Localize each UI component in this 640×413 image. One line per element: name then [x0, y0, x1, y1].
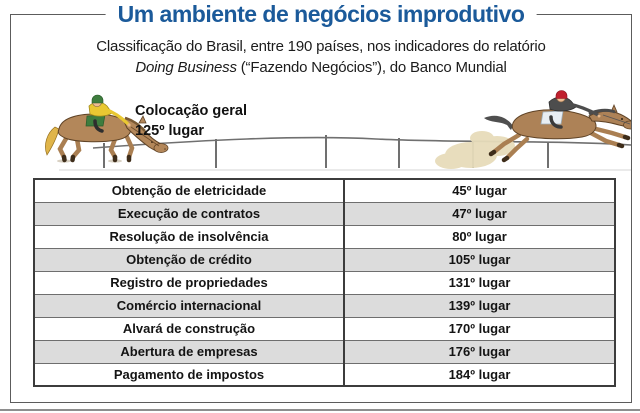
jockey-arm	[103, 107, 130, 126]
table-row: Abertura de empresas 176º lugar	[34, 339, 615, 364]
overall-rank: Colocação geral 125º lugar	[135, 101, 247, 141]
indicator-cell: Obtenção de crédito	[34, 247, 344, 272]
horse-eye	[621, 118, 623, 120]
table-row: Obtenção de crédito 105º lugar	[34, 247, 615, 272]
slow-horse-icon	[45, 94, 169, 163]
rank-cell: 131º lugar	[343, 270, 615, 295]
jockey-hand	[127, 123, 131, 127]
race-scene-svg	[45, 90, 631, 171]
content-frame: Um ambiente de negócios improdutivo Clas…	[10, 0, 632, 403]
table-row: Execução de contratos 47º lugar	[34, 201, 615, 226]
horse-legs	[57, 134, 135, 160]
table-row: Resolução de insolvência 80º lugar	[34, 224, 615, 249]
horse-ear	[138, 115, 147, 124]
subtitle-report-name: Doing Business	[135, 59, 237, 76]
overall-rank-value: 125º lugar	[135, 123, 204, 139]
horse-tail	[45, 126, 60, 156]
rein	[602, 114, 631, 125]
subtitle-line2-rest: (“Fazendo Negócios”), do Banco Mundial	[236, 59, 507, 76]
rank-cell: 105º lugar	[343, 247, 615, 272]
rank-cell: 176º lugar	[343, 339, 615, 364]
indicator-cell: Abertura de empresas	[34, 339, 344, 364]
rank-cell: 80º lugar	[343, 224, 615, 249]
indicator-cell: Obtenção de eletricidade	[34, 178, 344, 203]
jockey-hand	[597, 114, 601, 118]
jockey-leg	[549, 115, 563, 129]
rein	[130, 126, 160, 147]
overall-rank-label: Colocação geral	[135, 103, 248, 119]
horse-nostril	[164, 148, 166, 150]
indicator-cell: Resolução de insolvência	[34, 224, 344, 249]
indicator-cell: Execução de contratos	[34, 201, 344, 226]
table-row: Obtenção de eletricidade 45º lugar	[34, 178, 615, 203]
rank-cell: 170º lugar	[343, 316, 615, 341]
indicator-cell: Comércio internacional	[34, 293, 344, 318]
rank-cell: 184º lugar	[343, 362, 615, 387]
subtitle: Classificação do Brasil, entre 190 paíse…	[11, 36, 631, 78]
table-row: Pagamento de impostos 184º lugar	[34, 362, 615, 387]
horse-legs	[491, 126, 628, 161]
horse-hooves	[61, 154, 132, 163]
galloping-horse-icon	[484, 90, 631, 163]
rank-cell: 139º lugar	[343, 293, 615, 318]
rank-cell: 45º lugar	[343, 178, 615, 203]
jockey-leg	[93, 119, 104, 133]
horse-mane	[124, 116, 146, 132]
horse-head	[623, 120, 631, 130]
table-row: Alvará de construção 170º lugar	[34, 316, 615, 341]
indicator-cell: Registro de propriedades	[34, 270, 344, 295]
ranking-table: Obtenção de eletricidade 45º lugar Execu…	[33, 178, 616, 387]
bottom-rule	[0, 409, 640, 411]
jockey-arm	[567, 102, 600, 117]
table-row: Registro de propriedades 131º lugar	[34, 270, 615, 295]
table-row: Comércio internacional 139º lugar	[34, 293, 615, 318]
rank-cell: 47º lugar	[343, 201, 615, 226]
dust-cloud-icon	[435, 131, 515, 169]
indicator-cell: Pagamento de impostos	[34, 362, 344, 387]
horse-hooves	[488, 134, 631, 163]
subtitle-line1: Classificação do Brasil, entre 190 paíse…	[96, 38, 546, 55]
indicator-cell: Alvará de construção	[34, 316, 344, 341]
page-title: Um ambiente de negócios improdutivo	[105, 0, 537, 28]
horse-tail	[484, 115, 513, 130]
jockey-cap-red	[555, 90, 568, 99]
jockey-cap-green	[91, 94, 104, 104]
horse-head	[153, 143, 169, 153]
race-illustration	[11, 89, 631, 177]
